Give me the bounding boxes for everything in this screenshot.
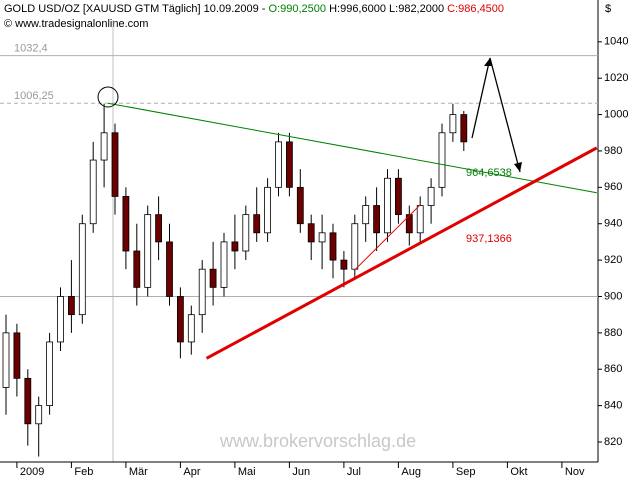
candle-body — [264, 186, 272, 234]
candle-body — [351, 223, 359, 270]
candle-body — [187, 314, 195, 343]
candle-body — [438, 132, 446, 188]
candle-body — [35, 405, 43, 425]
candle-body — [405, 214, 413, 234]
trend-line — [107, 102, 597, 194]
trend-line-value: 964,6538 — [466, 167, 512, 179]
candle-body — [449, 114, 457, 134]
y-tick-label: 1000 — [604, 108, 628, 120]
watermark: www.brokervorschlag.de — [219, 431, 416, 451]
candle-body — [24, 377, 32, 425]
candle-body — [231, 241, 239, 252]
y-tick-label: 1040 — [604, 36, 628, 48]
candle-body — [78, 223, 86, 316]
candle-body — [144, 214, 152, 288]
x-tick-label: 2009 — [20, 466, 44, 478]
candle-body — [285, 141, 293, 188]
y-tick-label: 900 — [604, 290, 622, 302]
header-open: O:990,2500 — [269, 3, 327, 15]
candle-body — [275, 141, 282, 188]
candle-body — [209, 268, 217, 288]
y-tick-label: 820 — [604, 436, 622, 448]
candle-body — [57, 296, 64, 343]
trend-line-value: 937,1366 — [466, 233, 512, 245]
x-tick-label: Nov — [565, 466, 585, 478]
y-unit: $ — [605, 3, 611, 15]
copyright: © www.tradesignalonline.com — [4, 18, 148, 30]
candle-body — [362, 205, 370, 225]
candle-body — [329, 232, 337, 261]
candle-body — [155, 214, 163, 243]
candle-body — [307, 223, 315, 243]
candle-body — [122, 196, 130, 252]
y-tick-label: 860 — [604, 363, 622, 375]
candle-body — [198, 268, 206, 316]
header-low: L:982,2000 — [389, 3, 444, 15]
x-tick-label: Sep — [456, 466, 476, 478]
header-instrument: GOLD USD/OZ [XAUUSD GTM Täglich] 10.09.2… — [4, 3, 266, 15]
candle-body — [460, 114, 468, 143]
candle-body — [133, 250, 141, 288]
header-high: H:996,6000 — [329, 3, 386, 15]
candle-body — [68, 296, 75, 316]
y-tick-label: 840 — [604, 400, 622, 412]
x-tick-label: Jul — [347, 466, 361, 478]
candle-body — [242, 214, 250, 252]
header: GOLD USD/OZ [XAUUSD GTM Täglich] 10.09.2… — [4, 3, 504, 15]
horizontal-line-label: 1032,4 — [14, 43, 48, 55]
candle-body — [340, 259, 348, 270]
candle-body — [416, 205, 424, 234]
candle-body — [111, 132, 119, 197]
trend-line — [354, 204, 421, 271]
x-tick-label: Feb — [74, 466, 93, 478]
candle-body — [89, 159, 97, 225]
candle-body — [373, 205, 381, 234]
arrow-head — [514, 162, 522, 172]
candle-body — [384, 177, 391, 234]
candle-body — [296, 186, 304, 225]
x-tick-label: Mär — [129, 466, 148, 478]
candle-body — [253, 214, 261, 234]
candle-body — [13, 332, 21, 379]
peak-circle — [97, 86, 119, 108]
x-tick-label: Apr — [183, 466, 200, 478]
x-tick-label: Okt — [510, 466, 527, 478]
y-tick-label: 920 — [604, 254, 622, 266]
x-tick-label: Jun — [292, 466, 310, 478]
candle-body — [2, 332, 10, 388]
candle-body — [46, 341, 53, 407]
arrow-head — [484, 58, 492, 66]
candle-body — [166, 241, 173, 297]
candle-body — [394, 177, 402, 216]
candle-body — [176, 296, 184, 343]
horizontal-line-label: 1006,25 — [14, 90, 54, 102]
header-close: C:986,4500 — [447, 3, 504, 15]
x-tick-label: Aug — [401, 466, 421, 478]
y-tick-label: 960 — [604, 181, 622, 193]
candle-body — [100, 132, 108, 161]
y-tick-label: 880 — [604, 327, 622, 339]
candle-body — [427, 186, 435, 206]
y-tick-label: 940 — [604, 218, 622, 230]
x-tick-label: Mai — [238, 466, 256, 478]
y-tick-label: 980 — [604, 145, 622, 157]
candle-body — [318, 232, 326, 243]
y-tick-label: 1020 — [604, 72, 628, 84]
trend-line — [205, 146, 598, 360]
candle-body — [220, 241, 228, 288]
